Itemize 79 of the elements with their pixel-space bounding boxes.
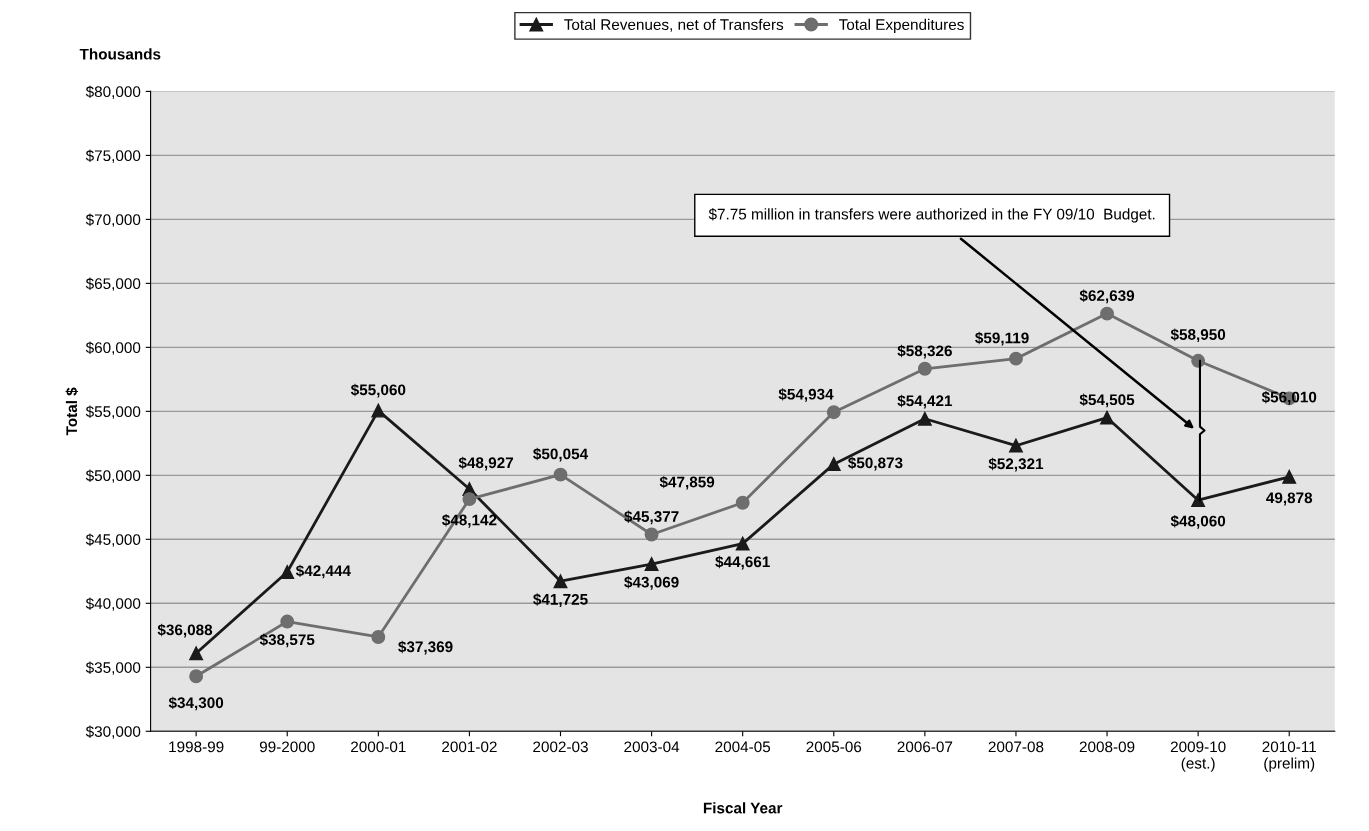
point xyxy=(1009,438,1023,453)
data-label: $54,934 xyxy=(778,388,834,402)
y-tick-label: $75,000 xyxy=(85,149,141,163)
x-tick-label: 2005-06 xyxy=(806,741,862,753)
y-tick-label: $35,000 xyxy=(85,661,141,675)
x-tick-label: 2009-10 (est.) xyxy=(1170,741,1226,772)
legend-label: Total Expenditures xyxy=(839,18,964,34)
x-tick-label: 2006-07 xyxy=(897,741,953,753)
point xyxy=(1282,469,1297,484)
data-label: $48,927 xyxy=(458,456,514,471)
point xyxy=(1009,351,1023,366)
x-tick-label: 99-2000 xyxy=(259,741,315,753)
y-tick-label: $45,000 xyxy=(85,533,141,547)
data-label: $48,060 xyxy=(1170,514,1226,529)
data-label: $43,069 xyxy=(624,576,679,590)
data-label: $55,060 xyxy=(350,383,406,398)
point xyxy=(1100,306,1114,321)
point xyxy=(462,492,477,507)
data-label: $59,119 xyxy=(975,331,1029,346)
data-label: $58,950 xyxy=(1170,328,1226,343)
point xyxy=(826,457,841,472)
x-tick-label: 1998-99 xyxy=(169,741,224,753)
point xyxy=(1100,410,1114,425)
x-tick-label: 2000-01 xyxy=(351,741,406,753)
point xyxy=(826,405,841,420)
x-tick-label: 2001-02 xyxy=(442,741,497,753)
data-label: $34,300 xyxy=(168,696,224,711)
point xyxy=(644,557,659,571)
y-tick-label: $65,000 xyxy=(85,277,141,291)
y-tick-label: $50,000 xyxy=(85,469,141,483)
data-label: $44,661 xyxy=(715,555,770,570)
data-label: $62,639 xyxy=(1079,289,1135,304)
x-axis-title: Fiscal Year xyxy=(703,802,783,814)
x-tick-label: 2004-05 xyxy=(715,741,771,753)
data-label: 49,878 xyxy=(1266,492,1313,506)
y-tick-label: $80,000 xyxy=(85,85,141,99)
y-tick-label: $70,000 xyxy=(85,213,141,227)
data-label: $45,377 xyxy=(624,510,679,525)
y-tick-label: $60,000 xyxy=(85,341,141,355)
point xyxy=(280,565,295,579)
x-tick-label: 2007-08 xyxy=(988,741,1044,753)
x-tick-label: 2002-03 xyxy=(533,741,588,753)
point xyxy=(553,574,568,589)
point xyxy=(371,403,386,418)
data-label: $58,326 xyxy=(897,344,952,359)
data-label: $36,088 xyxy=(157,623,213,638)
data-label: $50,054 xyxy=(533,447,589,462)
point xyxy=(189,646,204,661)
legend-label: Total Revenues, net of Transfers xyxy=(564,18,784,32)
data-label: $50,873 xyxy=(848,456,903,471)
y-tick-label: $30,000 xyxy=(85,725,141,739)
x-tick-label: 2008-09 xyxy=(1079,741,1135,753)
x-tick-label: 2003-04 xyxy=(624,741,680,753)
point xyxy=(553,467,568,482)
y-axis-title: Total $ xyxy=(65,387,79,436)
point xyxy=(917,411,932,426)
text: Thousands xyxy=(79,48,161,60)
point xyxy=(917,361,932,376)
point xyxy=(735,495,750,510)
data-label: $37,369 xyxy=(398,640,453,655)
data-label: $56,010 xyxy=(1261,391,1317,405)
point xyxy=(189,669,204,684)
data-label: $52,321 xyxy=(988,457,1044,472)
data-label: $47,859 xyxy=(659,475,715,490)
point xyxy=(280,614,295,629)
point xyxy=(1191,493,1206,508)
y-tick-label: $40,000 xyxy=(85,597,141,611)
data-label: $54,421 xyxy=(897,394,953,409)
annotation: $7.75 million in transfers were authorized in the FY 09/10 Budget. xyxy=(708,208,1155,223)
y-tick-label: $55,000 xyxy=(85,405,141,419)
point xyxy=(735,536,750,551)
point xyxy=(371,630,386,644)
x-tick-label: 2010-11 (prelim) xyxy=(1262,741,1316,772)
data-label: $54,505 xyxy=(1079,393,1135,408)
point xyxy=(644,527,659,542)
data-label: $48,142 xyxy=(442,513,497,528)
data-label: $38,575 xyxy=(259,633,315,648)
data-label: $41,725 xyxy=(533,593,588,607)
data-label: $42,444 xyxy=(295,564,351,579)
